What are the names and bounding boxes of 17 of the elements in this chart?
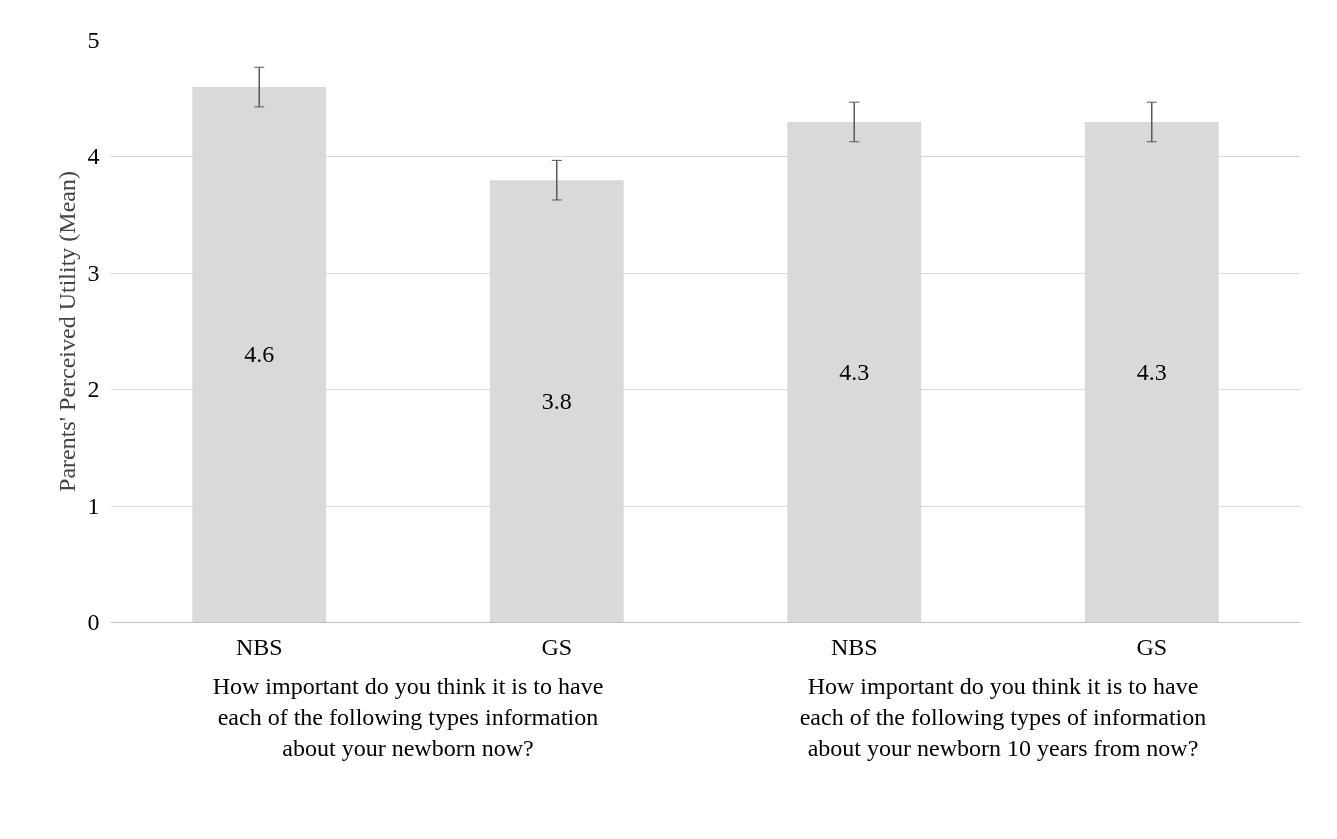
y-tick-label: 1 xyxy=(87,492,100,519)
data-label: 4.6 xyxy=(244,341,275,368)
y-tick-label: 4 xyxy=(87,143,100,170)
x-tick-label: NBS xyxy=(830,633,878,660)
y-tick-label: 2 xyxy=(87,376,100,403)
data-label: 4.3 xyxy=(839,358,870,385)
data-label: 4.3 xyxy=(1136,358,1167,385)
x-tick-label: GS xyxy=(1136,633,1168,660)
x-tick-label: GS xyxy=(541,633,573,660)
y-tick-label: 3 xyxy=(87,259,100,286)
y-tick-label: 5 xyxy=(87,27,100,53)
y-axis-title: Parents' Perceived Utility (Mean) xyxy=(53,171,80,492)
x-tick-label: NBS xyxy=(235,633,283,660)
data-label: 3.8 xyxy=(541,387,572,414)
text: How important do you think it is to have each of the following types information about your newborn now? xyxy=(212,672,604,761)
text: How important do you think it is to have each of the following types of information about your newborn 10 years from now? xyxy=(799,672,1207,761)
y-tick-label: 0 xyxy=(87,609,100,635)
